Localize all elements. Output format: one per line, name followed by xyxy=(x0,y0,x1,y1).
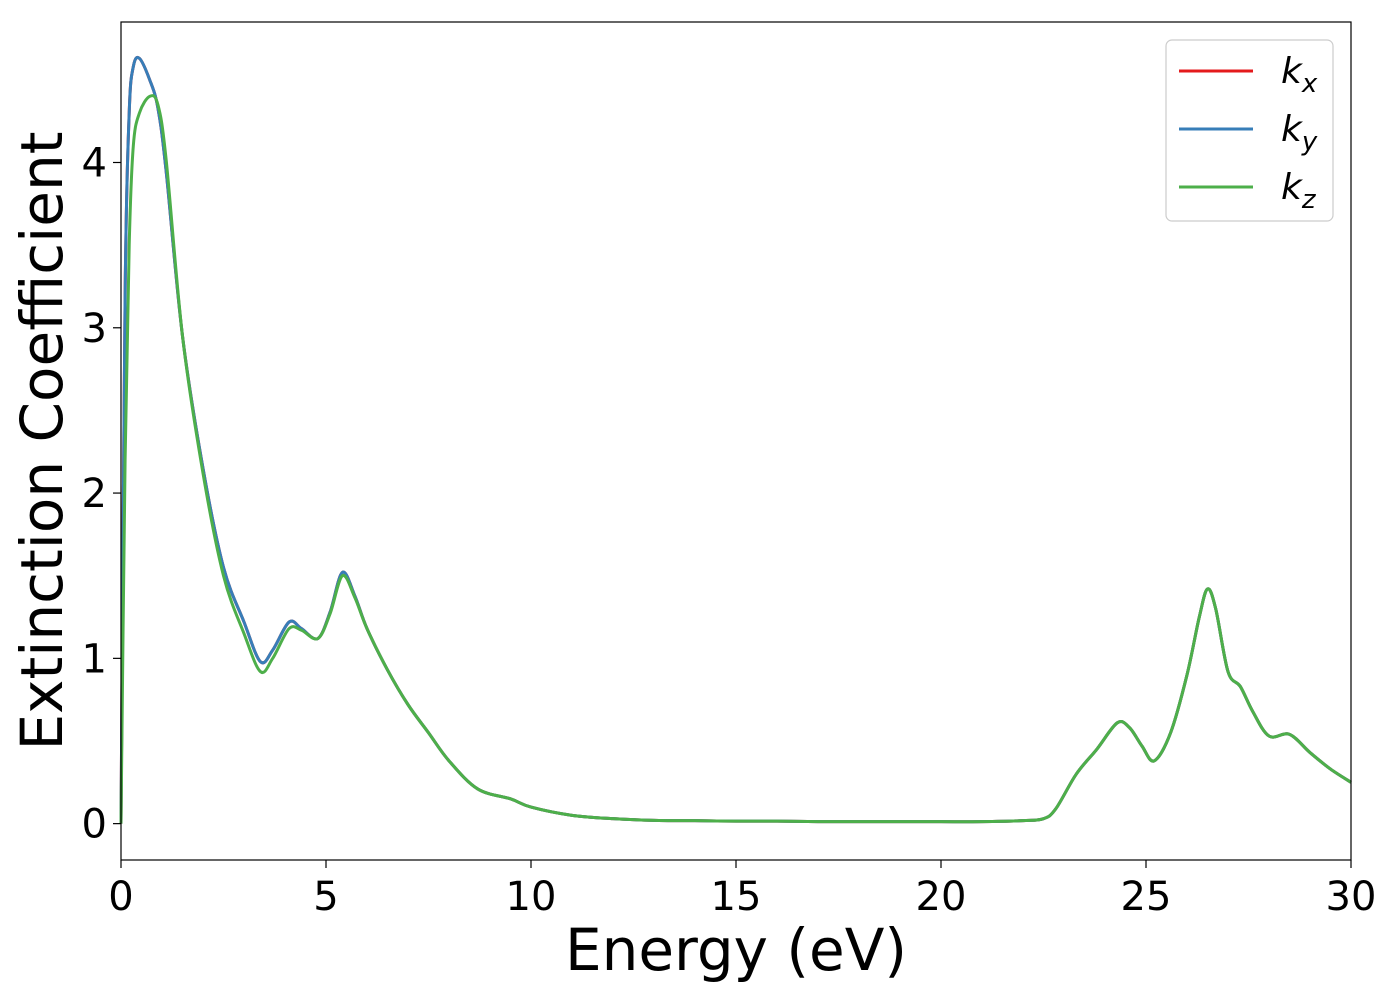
y-tick-label: 0 xyxy=(82,802,107,848)
y-tick-label: 3 xyxy=(82,306,107,352)
y-tick-label: 1 xyxy=(82,636,107,682)
x-tick-label: 20 xyxy=(916,874,967,920)
x-tick-label: 10 xyxy=(506,874,557,920)
y-axis: 0 1 2 3 4 xyxy=(82,140,121,848)
x-axis: 0 5 10 15 20 25 30 xyxy=(108,860,1376,920)
y-tick-label: 2 xyxy=(82,471,107,517)
y-tick-label: 4 xyxy=(82,140,107,186)
series-layer xyxy=(119,55,1352,824)
x-tick-label: 15 xyxy=(711,874,762,920)
x-tick-label: 30 xyxy=(1326,874,1377,920)
x-tick-label: 0 xyxy=(108,874,133,920)
x-tick-label: 5 xyxy=(313,874,338,920)
y-axis-title: Extinction Coefficient xyxy=(8,132,76,751)
plot-background xyxy=(121,22,1351,860)
x-tick-label: 25 xyxy=(1121,874,1172,920)
x-axis-title: Energy (eV) xyxy=(565,916,907,984)
series-line-k-z xyxy=(119,94,1352,824)
